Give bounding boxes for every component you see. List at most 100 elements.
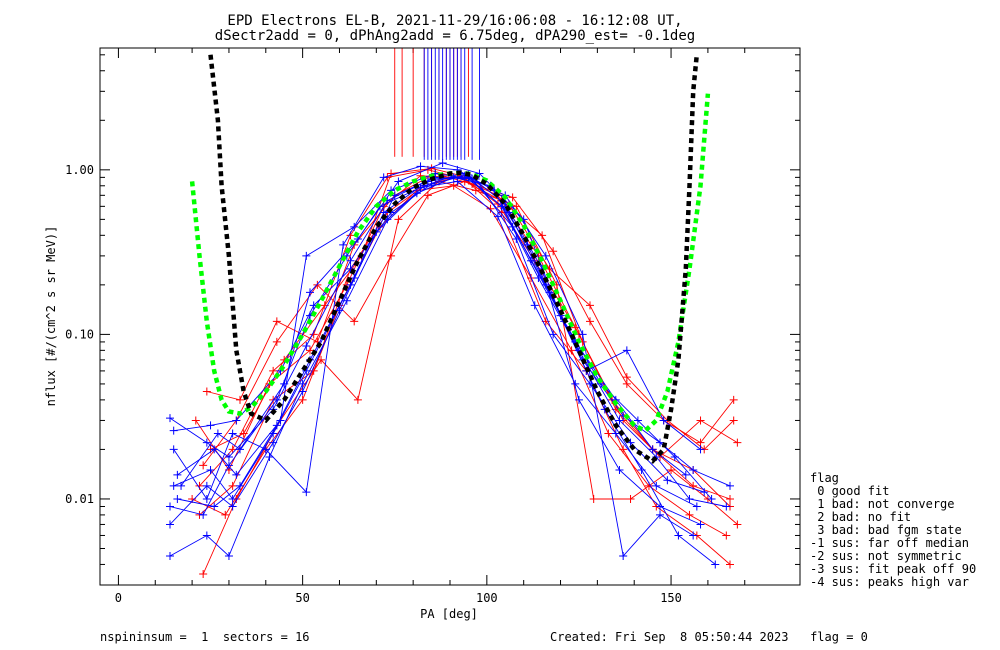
blue-trace-point <box>302 488 311 497</box>
blue-trace-point <box>339 240 348 249</box>
blue-trace-point <box>199 510 208 519</box>
blue-trace-point <box>265 452 274 461</box>
blue-trace-point <box>210 502 219 511</box>
legend-entry: 1 bad: not converge <box>810 497 955 511</box>
blue-trace-point <box>689 531 698 540</box>
red-trace-point <box>729 395 738 404</box>
blue-trace-point <box>541 251 550 260</box>
blue-trace-point <box>659 416 668 425</box>
blue-trace <box>169 180 698 516</box>
red-trace-point <box>667 465 676 474</box>
blue-trace-point <box>549 330 558 339</box>
blue-trace-point <box>173 470 182 479</box>
red-trace-point <box>236 395 244 404</box>
red-trace-point <box>729 416 738 425</box>
blue-trace-point <box>169 481 178 490</box>
red-trace-point <box>416 171 425 180</box>
legend-entry: -1 sus: far off median <box>810 536 969 550</box>
chart-title-line2: dSectr2add = 0, dPhAng2add = 6.75deg, dP… <box>215 28 695 44</box>
blue-trace-point <box>648 445 657 454</box>
legend-entry: -3 sus: fit peak off 90 <box>810 562 976 576</box>
blue-trace-point <box>224 461 233 470</box>
blue-trace <box>173 165 687 500</box>
blue-trace-point <box>626 438 635 447</box>
y-axis-label: nflux [#/(cm^2 s sr MeV)] <box>44 226 58 407</box>
data-traces <box>166 48 742 578</box>
blue-trace-point <box>527 256 536 265</box>
blue-trace-point <box>202 531 211 540</box>
black-fit-curve <box>208 54 700 464</box>
blue-trace-point <box>722 502 731 511</box>
blue-trace-point <box>685 494 694 503</box>
red-trace <box>202 180 738 466</box>
red-trace-point <box>589 494 598 503</box>
blue-trace-point <box>272 395 281 404</box>
blue-trace-point <box>228 494 237 503</box>
red-trace-point <box>622 373 631 382</box>
chart-title-line1: EPD Electrons EL-B, 2021-11-29/16:06:08 … <box>227 13 682 29</box>
blue-trace-point <box>306 288 314 297</box>
blue-trace-point <box>206 421 215 430</box>
red-trace-point <box>722 531 731 540</box>
blue-trace-point <box>692 502 701 511</box>
blue-trace-point <box>166 502 174 511</box>
x-tick-label: 50 <box>295 591 309 605</box>
red-trace-point <box>471 186 480 195</box>
blue-trace-point <box>412 189 421 198</box>
blue-trace-point <box>726 481 734 490</box>
red-trace-point <box>549 247 558 256</box>
red-trace-point <box>272 317 281 326</box>
legend-entry: -2 sus: not symmetric <box>810 549 962 563</box>
legend: flag 0 good fit 1 bad: not converge 2 ba… <box>810 471 976 589</box>
red-trace-point <box>272 337 281 346</box>
blue-trace-point <box>681 470 690 479</box>
x-tick-label: 0 <box>115 591 122 605</box>
blue-trace-point <box>228 429 237 438</box>
blue-trace-point <box>696 520 705 529</box>
red-trace-point <box>586 301 594 310</box>
blue-trace-point <box>202 438 211 447</box>
red-trace-point <box>685 510 694 519</box>
y-tick-label: 1.00 <box>65 163 94 177</box>
blue-trace-point <box>213 429 222 438</box>
red-trace <box>206 173 735 444</box>
red-trace-point <box>353 395 362 404</box>
blue-trace-point <box>615 465 624 474</box>
red-trace-point <box>626 494 635 503</box>
red-trace-point <box>387 251 396 260</box>
blue-trace-point <box>379 173 388 182</box>
red-trace-point <box>733 520 742 529</box>
red-trace-point <box>239 429 248 438</box>
axis-ticks <box>100 48 800 586</box>
blue-trace-point <box>224 452 233 461</box>
red-trace-point <box>733 438 742 447</box>
blue-trace-point <box>202 494 211 503</box>
red-trace-point <box>604 429 613 438</box>
blue-trace-point <box>236 445 244 454</box>
red-trace-point <box>726 560 734 569</box>
red-trace-point <box>538 231 547 240</box>
blue-trace-point <box>166 414 174 423</box>
blue-trace-point <box>656 510 664 519</box>
red-trace-point <box>350 317 359 326</box>
blue-trace-point <box>449 173 458 182</box>
red-trace-point <box>622 379 631 388</box>
blue-trace-point <box>619 552 628 561</box>
blue-trace <box>180 162 716 565</box>
blue-trace-point <box>622 346 631 355</box>
blue-trace-point <box>615 416 624 425</box>
blue-trace-point <box>663 476 672 485</box>
blue-trace-point <box>637 465 646 474</box>
legend-entry: -4 sus: peaks high var <box>810 575 969 589</box>
blue-trace-point <box>166 520 174 529</box>
fit-curves <box>189 54 711 464</box>
blue-trace-point <box>530 301 539 310</box>
blue-trace-point <box>350 274 359 283</box>
red-trace-point <box>298 395 307 404</box>
red-trace-point <box>512 202 521 211</box>
blue-trace-point <box>177 481 186 490</box>
blue-trace-point <box>298 379 307 388</box>
blue-trace-point <box>202 481 211 490</box>
red-trace-point <box>726 494 734 503</box>
